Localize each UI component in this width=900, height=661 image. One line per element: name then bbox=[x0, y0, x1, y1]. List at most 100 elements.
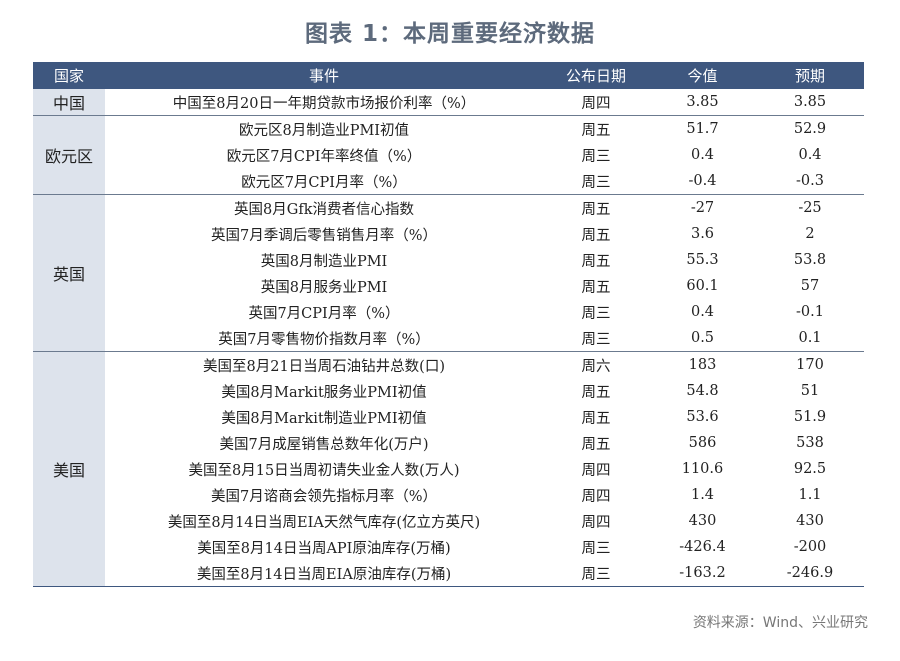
date-cell: 周五 bbox=[543, 194, 649, 221]
date-cell: 周五 bbox=[581, 279, 611, 296]
event-cell: 美国至8月14日当周EIA天然气库存(亿立方英尺) bbox=[167, 514, 481, 531]
country-cell: 美国 bbox=[33, 351, 105, 587]
actual-cell: 0.4 bbox=[690, 147, 715, 163]
table-row: 英国7月季调后零售销售月率（%） 周五 3.6 2 bbox=[33, 221, 864, 247]
table-row: 欧元区7月CPI月率（%） 周三 -0.4 -0.3 bbox=[33, 168, 864, 195]
actual-cell: -163.2 bbox=[649, 560, 756, 587]
forecast-cell: 430 bbox=[796, 513, 824, 529]
event-cell: 欧元区7月CPI年率终值（%） bbox=[226, 148, 422, 165]
actual-cell: -0.4 bbox=[688, 173, 717, 189]
country-cell: 英国 bbox=[33, 194, 105, 352]
forecast-cell: 3.85 bbox=[756, 88, 864, 116]
table-row: 美国7月成屋销售总数年化(万户) 周五 586 538 bbox=[33, 430, 864, 456]
event-cell: 欧元区8月制造业PMI初值 bbox=[105, 115, 543, 142]
event-cell: 欧元区7月CPI月率（%） bbox=[241, 174, 407, 191]
forecast-cell: -0.3 bbox=[796, 173, 824, 189]
date-cell: 周五 bbox=[581, 410, 611, 427]
date-cell: 周四 bbox=[581, 488, 611, 505]
forecast-cell: -200 bbox=[793, 539, 827, 555]
forecast-cell: 1.1 bbox=[798, 487, 822, 503]
event-cell: 中国至8月20日一年期贷款市场报价利率（%） bbox=[105, 88, 543, 116]
table-row: 美国至8月14日当周API原油库存(万桶) 周三 -426.4 -200 bbox=[33, 534, 864, 560]
actual-cell: 183 bbox=[649, 351, 756, 378]
actual-cell: 0.5 bbox=[690, 330, 715, 346]
table-row: 欧元区 欧元区8月制造业PMI初值 周五 51.7 52.9 bbox=[33, 115, 864, 195]
event-cell: 美国至8月14日当周API原油库存(万桶) bbox=[197, 540, 451, 557]
table-row: 美国 美国至8月21日当周石油钻井总数(口) 周六 183 170 bbox=[33, 351, 864, 587]
date-cell: 周三 bbox=[581, 148, 611, 165]
table-row: 欧元区7月CPI年率终值（%） 周三 0.4 0.4 bbox=[33, 142, 864, 168]
event-cell: 美国至8月14日当周EIA原油库存(万桶) bbox=[105, 560, 543, 587]
date-cell: 周五 bbox=[543, 115, 649, 142]
date-cell: 周五 bbox=[581, 253, 611, 270]
page-title: 图表 1：本周重要经济数据 bbox=[304, 21, 595, 47]
actual-cell: 53.6 bbox=[686, 409, 719, 425]
date-cell: 周五 bbox=[581, 227, 611, 244]
event-cell: 美国7月谘商会领先指标月率（%） bbox=[210, 488, 437, 505]
table-row: 英国8月制造业PMI 周五 55.3 53.8 bbox=[33, 247, 864, 273]
header-forecast: 预期 bbox=[756, 62, 864, 89]
forecast-cell: 170 bbox=[756, 351, 864, 378]
actual-cell: 60.1 bbox=[686, 278, 719, 294]
economic-data-table: 国家 事件 公布日期 今值 预期 中国 中国至8月20日一年期贷款市场报价利率（%… bbox=[33, 62, 864, 587]
date-cell: 周五 bbox=[581, 436, 611, 453]
forecast-cell: 51 bbox=[800, 383, 820, 399]
event-cell: 美国至8月15日当周初请失业金人数(万人) bbox=[188, 462, 460, 479]
date-cell: 周五 bbox=[581, 384, 611, 401]
table-row: 美国8月Markit服务业PMI初值 周五 54.8 51 bbox=[33, 378, 864, 404]
event-cell: 英国7月季调后零售销售月率（%） bbox=[210, 227, 437, 244]
country-cell: 欧元区 bbox=[33, 115, 105, 195]
country-cell: 中国 bbox=[33, 88, 105, 116]
date-cell: 周三 bbox=[581, 305, 611, 322]
forecast-cell: 57 bbox=[800, 278, 820, 294]
actual-cell: 54.8 bbox=[686, 383, 719, 399]
header-actual: 今值 bbox=[649, 62, 756, 89]
table-row: 中国 中国至8月20日一年期贷款市场报价利率（%） 周四 3.85 3.85 bbox=[33, 88, 864, 116]
forecast-cell: 92.5 bbox=[793, 461, 827, 477]
date-cell: 周三 bbox=[581, 174, 611, 191]
date-cell: 周四 bbox=[581, 514, 611, 531]
table-row: 英国7月CPI月率（%） 周三 0.4 -0.1 bbox=[33, 299, 864, 325]
header-country: 国家 bbox=[33, 62, 105, 89]
date-cell: 周六 bbox=[543, 351, 649, 378]
date-cell: 周三 bbox=[543, 560, 649, 587]
actual-cell: 3.6 bbox=[690, 226, 715, 242]
table-row: 英国 英国8月Gfk消费者信心指数 周五 -27 -25 bbox=[33, 194, 864, 352]
header-date: 公布日期 bbox=[543, 62, 649, 89]
actual-cell: 51.7 bbox=[649, 115, 756, 142]
forecast-cell: 538 bbox=[796, 435, 824, 451]
actual-cell: 55.3 bbox=[686, 252, 719, 268]
actual-cell: 110.6 bbox=[681, 461, 724, 477]
forecast-cell: -0.1 bbox=[796, 304, 824, 320]
table-row: 英国8月服务业PMI 周五 60.1 57 bbox=[33, 273, 864, 299]
table-row: 美国7月谘商会领先指标月率（%） 周四 1.4 1.1 bbox=[33, 482, 864, 508]
header-event: 事件 bbox=[105, 62, 543, 89]
actual-cell: 586 bbox=[688, 435, 717, 451]
actual-cell: -27 bbox=[649, 194, 756, 221]
date-cell: 周四 bbox=[543, 88, 649, 116]
forecast-cell: 53.8 bbox=[793, 252, 827, 268]
actual-cell: 0.4 bbox=[690, 304, 715, 320]
forecast-cell: 0.1 bbox=[798, 330, 822, 346]
source-note: 资料来源：Wind、兴业研究 bbox=[692, 615, 868, 631]
event-cell: 美国8月Markit制造业PMI初值 bbox=[221, 410, 427, 427]
actual-cell: 430 bbox=[688, 513, 717, 529]
forecast-cell: -25 bbox=[756, 194, 864, 221]
event-cell: 英国8月制造业PMI bbox=[260, 253, 388, 270]
forecast-cell: 2 bbox=[805, 226, 815, 242]
table-row: 美国8月Markit制造业PMI初值 周五 53.6 51.9 bbox=[33, 404, 864, 430]
actual-cell: -426.4 bbox=[679, 539, 726, 555]
date-cell: 周四 bbox=[581, 462, 611, 479]
event-cell: 美国8月Markit服务业PMI初值 bbox=[221, 384, 427, 401]
actual-cell: 1.4 bbox=[690, 487, 715, 503]
forecast-cell: 51.9 bbox=[793, 409, 827, 425]
event-cell: 英国8月Gfk消费者信心指数 bbox=[105, 194, 543, 221]
date-cell: 周三 bbox=[581, 540, 611, 557]
forecast-cell: 52.9 bbox=[756, 115, 864, 142]
table-row: 英国7月零售物价指数月率（%） 周三 0.5 0.1 bbox=[33, 325, 864, 352]
actual-cell: 3.85 bbox=[649, 88, 756, 116]
table-row: 美国至8月14日当周EIA天然气库存(亿立方英尺) 周四 430 430 bbox=[33, 508, 864, 534]
event-cell: 美国7月成屋销售总数年化(万户) bbox=[219, 436, 429, 453]
forecast-cell: -246.9 bbox=[756, 560, 864, 587]
event-cell: 英国8月服务业PMI bbox=[260, 279, 388, 296]
